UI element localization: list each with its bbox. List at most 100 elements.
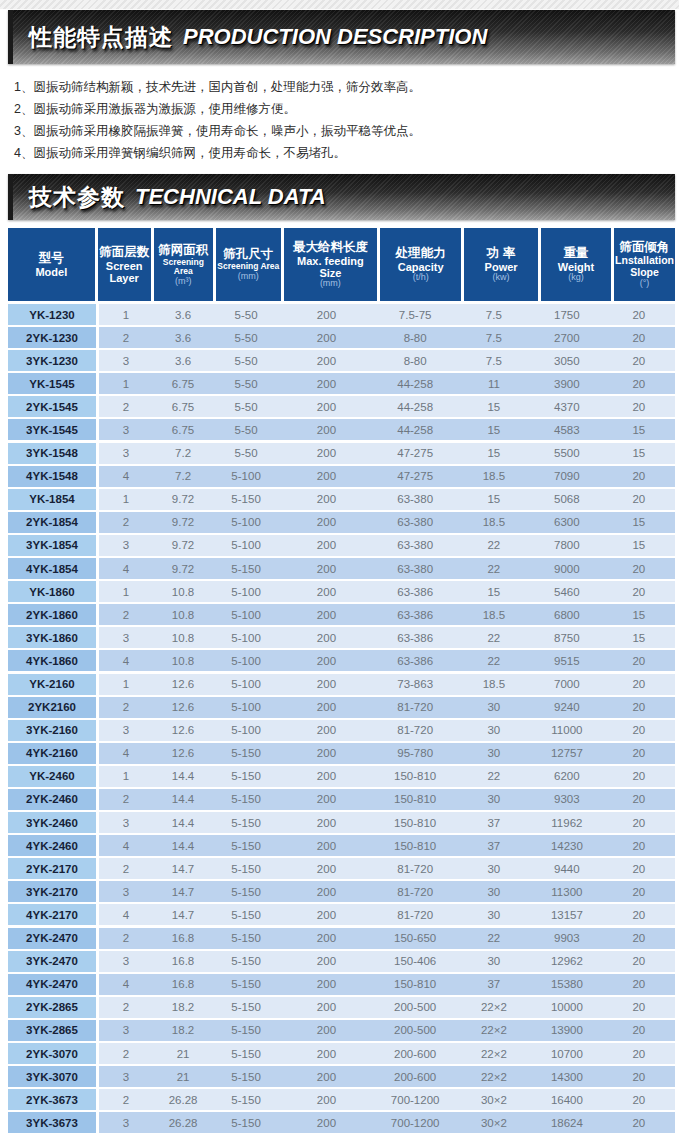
cell-value: 63-380 — [374, 535, 457, 556]
table-row: 3YK-123033.65-502008-807.5305020 — [8, 350, 675, 371]
cell-value: 30 — [457, 789, 532, 810]
table-row: 3YK-185439.725-10020063-38022780015 — [8, 535, 675, 556]
cell-value: 1 — [99, 674, 153, 695]
cell-value: 5-100 — [213, 627, 279, 648]
cell-model: YK-2460 — [8, 766, 96, 787]
table-row: 4YK-185449.725-15020063-38022900020 — [8, 558, 675, 579]
cell-value: 200-500 — [374, 997, 457, 1018]
header-cell-7: 重量Weight(kg) — [541, 228, 611, 301]
cell-value: 5068 — [531, 489, 602, 510]
cell-model: YK-1854 — [8, 489, 96, 510]
cell-value: 2 — [99, 512, 153, 533]
cell-value: 20 — [603, 766, 675, 787]
table-row: 4YK-154847.25-10020047-27518.5709020 — [8, 466, 675, 487]
cell-value: 81-720 — [374, 904, 457, 925]
table-header-row: 型号Model筛面层数Screen Layer筛网面积Screening Are… — [8, 228, 675, 301]
cell-model: 4YK-1548 — [8, 466, 96, 487]
banner-title-cn: 性能特点描述 — [29, 22, 173, 53]
cell-value: 200 — [279, 304, 374, 325]
cell-value: 15 — [603, 419, 675, 440]
cell-value: 4 — [99, 904, 153, 925]
cell-value: 7.5 — [457, 327, 532, 348]
cell-value: 16.8 — [153, 928, 213, 949]
cell-value: 200 — [279, 581, 374, 602]
header-en-label: Max. feeding Size — [285, 255, 376, 280]
cell-value: 1750 — [531, 304, 602, 325]
cell-model: 3YK-3673 — [8, 1112, 96, 1133]
table-row: 3YK-2170314.75-15020081-720301130020 — [8, 881, 675, 902]
cell-value: 44-258 — [374, 419, 457, 440]
cell-value: 200 — [279, 443, 374, 464]
cell-value: 63-380 — [374, 558, 457, 579]
cell-value: 150-810 — [374, 835, 457, 856]
cell-model: 4YK-1860 — [8, 650, 96, 671]
cell-value: 5-150 — [213, 881, 279, 902]
header-cn-label: 最大给料长度 — [293, 240, 368, 255]
cell-value: 5-50 — [213, 327, 279, 348]
cell-value: 7.5-75 — [374, 304, 457, 325]
table-row: 2YK-1860210.85-10020063-38618.5680015 — [8, 604, 675, 625]
cell-value: 18.5 — [457, 674, 532, 695]
header-cell-5: 处理能力Capacity(t/h) — [380, 228, 461, 301]
cell-value: 3 — [99, 419, 153, 440]
cell-value: 1 — [99, 304, 153, 325]
cell-value: 5-150 — [213, 1112, 279, 1133]
cell-value: 3.6 — [153, 304, 213, 325]
table-row: YK-123013.65-502007.5-757.5175020 — [8, 304, 675, 325]
cell-value: 200 — [279, 419, 374, 440]
cell-value: 18.5 — [457, 604, 532, 625]
cell-value: 5-150 — [213, 1089, 279, 1110]
cell-value: 1 — [99, 766, 153, 787]
cell-value: 5-150 — [213, 812, 279, 833]
cell-value: 5500 — [531, 443, 602, 464]
cell-value: 20 — [603, 1020, 675, 1041]
cell-value: 200 — [279, 327, 374, 348]
cell-value: 6300 — [531, 512, 602, 533]
cell-model: 2YK-2865 — [8, 997, 96, 1018]
cell-value: 200 — [279, 858, 374, 879]
cell-value: 2 — [99, 997, 153, 1018]
cell-value: 14.4 — [153, 812, 213, 833]
cell-value: 200 — [279, 512, 374, 533]
cell-value: 9440 — [531, 858, 602, 879]
cell-value: 20 — [603, 373, 675, 394]
cell-value: 200 — [279, 1043, 374, 1064]
cell-value: 700-1200 — [374, 1112, 457, 1133]
table-row: 3YK-2160312.65-10020081-720301100020 — [8, 720, 675, 741]
cell-model: 2YK-1854 — [8, 512, 96, 533]
cell-value: 20 — [603, 997, 675, 1018]
cell-value: 5-50 — [213, 350, 279, 371]
cell-value: 5-150 — [213, 558, 279, 579]
cell-value: 200 — [279, 1112, 374, 1133]
cell-model: YK-1230 — [8, 304, 96, 325]
cell-value: 22 — [457, 766, 532, 787]
table-row: 3YK-2470316.85-150200150-406301296220 — [8, 951, 675, 972]
cell-value: 150-810 — [374, 812, 457, 833]
table-body: YK-123013.65-502007.5-757.51750202YK-123… — [8, 304, 675, 1133]
cell-value: 5-150 — [213, 858, 279, 879]
cell-value: 20 — [603, 743, 675, 764]
cell-value: 5-100 — [213, 466, 279, 487]
cell-value: 4 — [99, 743, 153, 764]
cell-value: 18.5 — [457, 466, 532, 487]
cell-value: 10700 — [531, 1043, 602, 1064]
cell-value: 9000 — [531, 558, 602, 579]
cell-value: 5-100 — [213, 512, 279, 533]
cell-value: 2 — [99, 789, 153, 810]
cell-value: 14.4 — [153, 835, 213, 856]
table-row: 3YK-1860310.85-10020063-38622875015 — [8, 627, 675, 648]
cell-value: 3 — [99, 350, 153, 371]
header-unit-label: (kw) — [493, 273, 510, 283]
cell-model: YK-1860 — [8, 581, 96, 602]
cell-value: 22 — [457, 558, 532, 579]
cell-value: 5-100 — [213, 674, 279, 695]
cell-value: 5-150 — [213, 789, 279, 810]
cell-value: 30×2 — [457, 1089, 532, 1110]
production-description-banner: 性能特点描述 PRODUCTION DESCRIPTION — [8, 10, 675, 64]
cell-model: 3YK-2170 — [8, 881, 96, 902]
cell-value: 8-80 — [374, 350, 457, 371]
cell-value: 5-50 — [213, 419, 279, 440]
cell-value: 20 — [603, 466, 675, 487]
cell-value: 14300 — [531, 1066, 602, 1087]
cell-value: 20 — [603, 1043, 675, 1064]
